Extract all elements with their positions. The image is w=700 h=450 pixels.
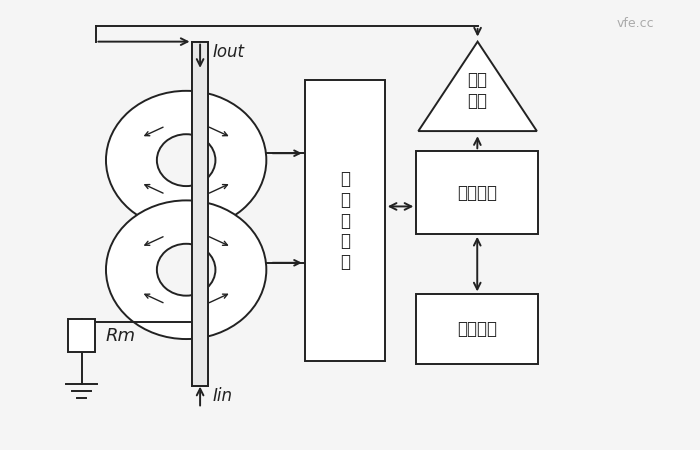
Bar: [416, 294, 538, 364]
Bar: [69, 319, 95, 352]
Bar: [193, 42, 208, 386]
Text: Rm: Rm: [105, 327, 135, 345]
Text: vfe.cc: vfe.cc: [617, 17, 655, 30]
Ellipse shape: [106, 200, 266, 339]
Bar: [304, 80, 385, 361]
Text: 信号调理: 信号调理: [457, 184, 497, 202]
Ellipse shape: [106, 91, 266, 230]
Ellipse shape: [157, 244, 216, 296]
Ellipse shape: [157, 134, 216, 186]
Text: 调
制
与
解
调: 调 制 与 解 调: [340, 170, 350, 271]
Text: 状态监测: 状态监测: [457, 320, 497, 338]
Bar: [416, 151, 538, 234]
Text: 功率
放大: 功率 放大: [468, 72, 488, 110]
Polygon shape: [419, 42, 537, 131]
Text: Iin: Iin: [213, 387, 232, 405]
Text: Iout: Iout: [213, 43, 244, 61]
Bar: [193, 42, 208, 386]
